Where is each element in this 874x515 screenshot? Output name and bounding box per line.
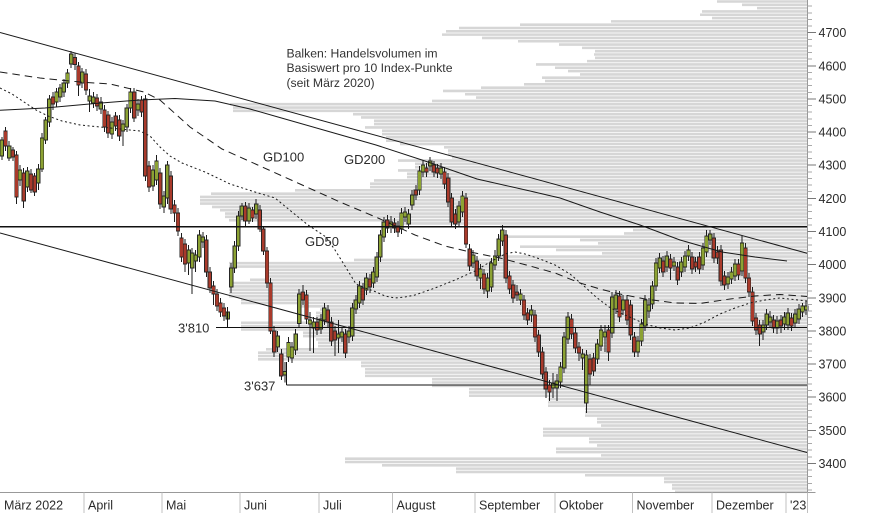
svg-text:3'637: 3'637 <box>244 379 275 394</box>
svg-text:(seit März 2020): (seit März 2020) <box>287 76 375 90</box>
svg-text:4700: 4700 <box>819 26 847 40</box>
svg-text:3'810: 3'810 <box>178 321 209 336</box>
svg-text:September: September <box>479 499 540 513</box>
svg-text:3600: 3600 <box>819 391 847 405</box>
svg-text:4200: 4200 <box>819 192 847 206</box>
svg-text:GD100: GD100 <box>263 150 304 165</box>
svg-text:November: November <box>637 499 695 513</box>
svg-text:Juli: Juli <box>323 499 342 513</box>
svg-text:GD50: GD50 <box>305 234 339 249</box>
svg-text:4000: 4000 <box>819 258 847 272</box>
svg-text:'23: '23 <box>790 499 806 513</box>
svg-text:August: August <box>397 499 436 513</box>
svg-text:April: April <box>88 499 113 513</box>
svg-text:4600: 4600 <box>819 59 847 73</box>
svg-text:Balken: Handelsvolumen im: Balken: Handelsvolumen im <box>287 47 438 61</box>
svg-text:Basiswert pro 10 Index-Punkte: Basiswert pro 10 Index-Punkte <box>287 61 453 75</box>
svg-text:3900: 3900 <box>819 291 847 305</box>
svg-text:3800: 3800 <box>819 324 847 338</box>
svg-text:3400: 3400 <box>819 457 847 471</box>
svg-text:Mai: Mai <box>166 499 186 513</box>
svg-text:3500: 3500 <box>819 424 847 438</box>
svg-text:GD200: GD200 <box>344 152 385 167</box>
svg-text:Dezember: Dezember <box>716 499 774 513</box>
svg-text:4100: 4100 <box>819 225 847 239</box>
svg-text:4500: 4500 <box>819 93 847 107</box>
svg-text:März 2022: März 2022 <box>4 499 63 513</box>
svg-text:4300: 4300 <box>819 159 847 173</box>
svg-text:Oktober: Oktober <box>559 499 603 513</box>
svg-text:Juni: Juni <box>244 499 267 513</box>
svg-text:3700: 3700 <box>819 358 847 372</box>
svg-text:4400: 4400 <box>819 126 847 140</box>
